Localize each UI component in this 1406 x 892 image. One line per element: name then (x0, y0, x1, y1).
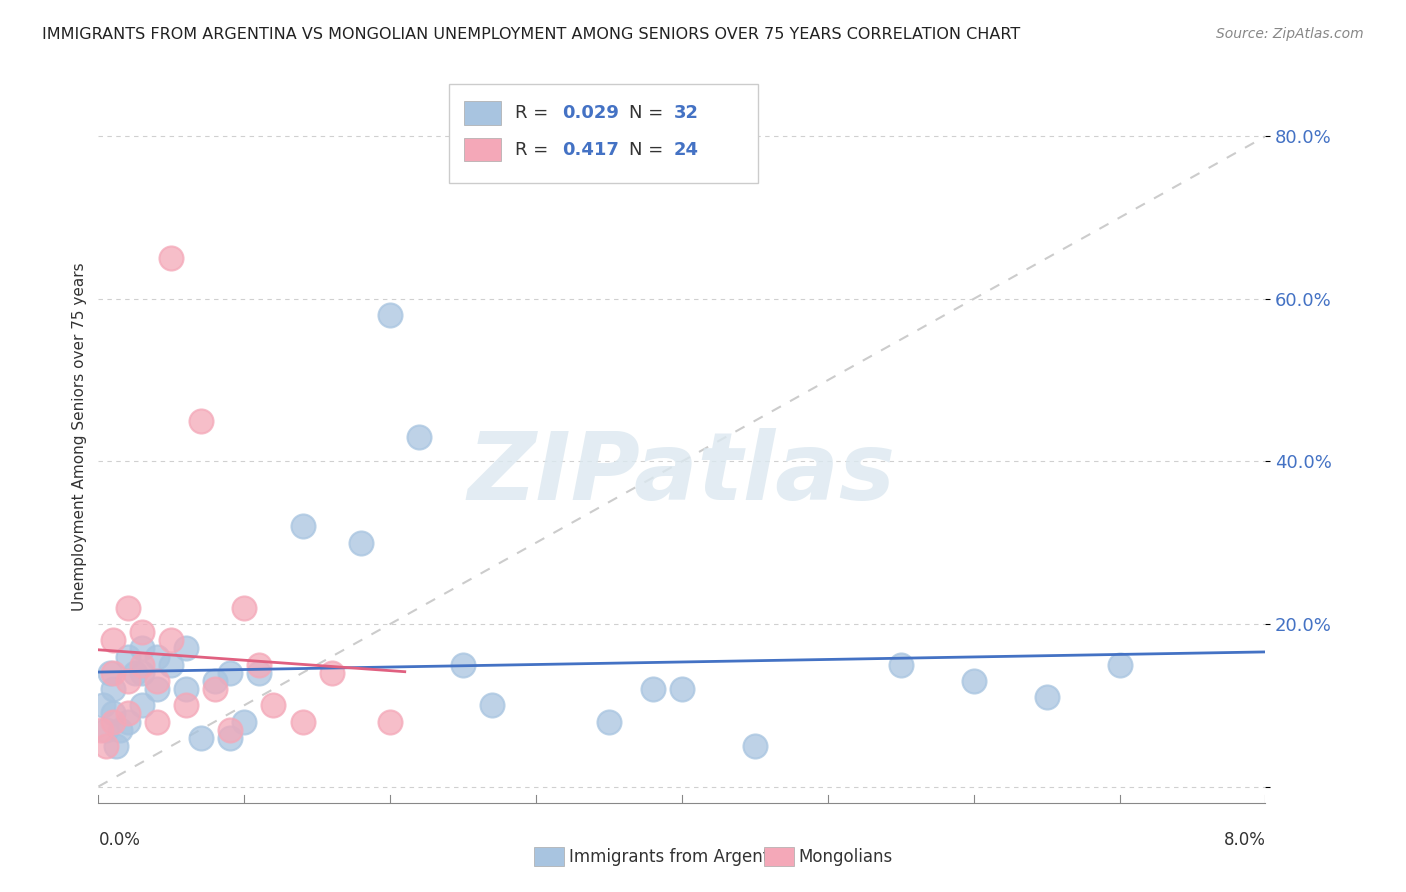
Point (146, 681, 169, 696)
Point (204, 673, 226, 688)
Point (291, 519, 314, 533)
Point (117, 673, 139, 688)
FancyBboxPatch shape (464, 138, 501, 161)
Point (350, 535, 373, 549)
Point (174, 698, 197, 713)
Point (104, 739, 127, 753)
Point (160, 633, 183, 648)
Point (641, 681, 664, 696)
Point (90, 723, 112, 737)
Point (101, 633, 124, 648)
FancyBboxPatch shape (449, 84, 758, 183)
Point (101, 714, 124, 729)
Text: N =: N = (630, 104, 669, 122)
FancyBboxPatch shape (464, 102, 501, 125)
Point (321, 665, 343, 680)
Point (262, 698, 284, 713)
Point (117, 649, 139, 664)
Text: 0.029: 0.029 (562, 104, 619, 122)
Point (218, 731, 240, 745)
Point (101, 681, 124, 696)
Text: ZIPatlas: ZIPatlas (468, 427, 896, 520)
Point (98, 665, 121, 680)
Text: IMMIGRANTS FROM ARGENTINA VS MONGOLIAN UNEMPLOYMENT AMONG SENIORS OVER 75 YEARS : IMMIGRANTS FROM ARGENTINA VS MONGOLIAN U… (42, 27, 1021, 42)
Point (160, 657, 183, 672)
Text: 0.417: 0.417 (562, 141, 619, 159)
Point (131, 641, 153, 656)
Point (190, 731, 212, 745)
Y-axis label: Unemployment Among Seniors over 75 years: Unemployment Among Seniors over 75 years (72, 263, 87, 611)
Point (131, 625, 153, 640)
Text: 24: 24 (673, 141, 699, 159)
Text: Mongolians: Mongolians (799, 848, 893, 866)
Point (890, 657, 912, 672)
Point (408, 430, 430, 444)
Text: Immigrants from Argentina: Immigrants from Argentina (568, 848, 794, 866)
Point (101, 665, 124, 680)
Text: 8.0%: 8.0% (1223, 831, 1265, 849)
FancyBboxPatch shape (763, 847, 794, 866)
Point (124, 665, 146, 680)
Point (146, 649, 169, 664)
Point (174, 681, 197, 696)
Point (131, 665, 153, 680)
Point (598, 714, 620, 729)
Point (671, 681, 693, 696)
Point (94, 723, 117, 737)
Point (91, 698, 114, 713)
Point (117, 714, 139, 729)
Point (146, 673, 169, 688)
Point (451, 657, 474, 672)
Point (146, 714, 169, 729)
Point (204, 681, 226, 696)
Point (380, 308, 402, 322)
Point (101, 706, 124, 721)
Point (94, 739, 117, 753)
Point (247, 657, 270, 672)
Point (131, 657, 153, 672)
Text: 0.0%: 0.0% (98, 831, 141, 849)
Point (117, 706, 139, 721)
Point (962, 673, 984, 688)
Point (218, 723, 240, 737)
Point (744, 739, 766, 753)
Point (190, 414, 212, 428)
Point (481, 698, 503, 713)
Point (233, 714, 256, 729)
Point (247, 665, 270, 680)
Point (291, 714, 314, 729)
Text: R =: R = (515, 104, 554, 122)
Point (110, 723, 132, 737)
Point (131, 698, 153, 713)
Text: 32: 32 (673, 104, 699, 122)
Point (380, 714, 402, 729)
Text: R =: R = (515, 141, 554, 159)
Point (1108, 657, 1130, 672)
Text: N =: N = (630, 141, 669, 159)
Point (174, 641, 197, 656)
FancyBboxPatch shape (534, 847, 564, 866)
Point (117, 600, 139, 615)
Point (1035, 690, 1057, 705)
Point (218, 665, 240, 680)
Point (233, 600, 256, 615)
Text: Source: ZipAtlas.com: Source: ZipAtlas.com (1216, 27, 1364, 41)
Point (160, 252, 183, 266)
